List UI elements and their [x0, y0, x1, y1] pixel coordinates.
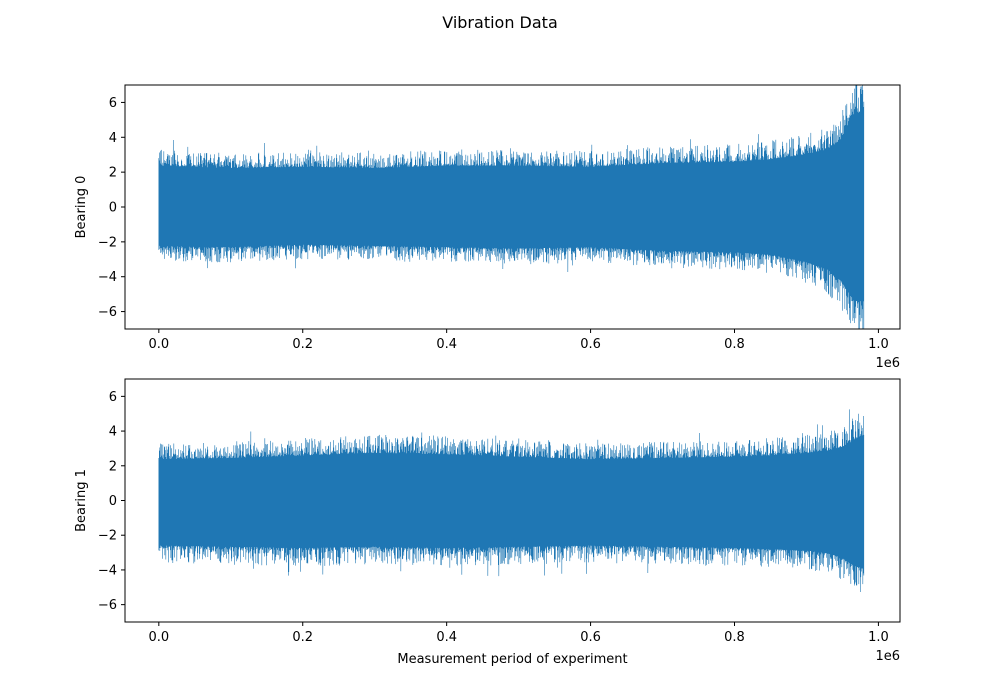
y-tick-label: 4 — [109, 131, 117, 146]
x-tick-label: 0.8 — [724, 337, 745, 352]
y-tick-label: 2 — [109, 459, 117, 474]
x-offset-label: 1e6 — [875, 356, 900, 371]
figure-title: Vibration Data — [442, 13, 558, 32]
x-tick-label: 0.6 — [580, 337, 601, 352]
y-tick-label: 4 — [109, 425, 117, 440]
x-tick-label: 0.2 — [292, 630, 313, 645]
x-tick-label: 0.4 — [436, 337, 457, 352]
y-tick-label: −4 — [98, 270, 117, 285]
y-tick-label: 6 — [109, 390, 117, 405]
x-tick-label: 0.0 — [148, 337, 169, 352]
x-axis-label: Measurement period of experiment — [397, 652, 627, 667]
x-tick-label: 0.6 — [580, 630, 601, 645]
x-offset-label: 1e6 — [875, 649, 900, 664]
y-tick-label: −4 — [98, 563, 117, 578]
x-tick-label: 0.2 — [292, 337, 313, 352]
series-trace — [158, 85, 865, 329]
x-tick-label: 0.8 — [724, 630, 745, 645]
series-trace — [158, 409, 865, 592]
y-tick-label: −2 — [98, 235, 117, 250]
x-tick-label: 0.0 — [148, 630, 169, 645]
y-tick-label: −2 — [98, 529, 117, 544]
y-tick-label: 0 — [109, 201, 117, 216]
x-tick-label: 1.0 — [868, 630, 889, 645]
y-axis-label: Bearing 1 — [74, 469, 89, 532]
x-tick-label: 0.4 — [436, 630, 457, 645]
y-tick-label: −6 — [98, 305, 117, 320]
y-tick-label: 0 — [109, 494, 117, 509]
y-tick-label: 2 — [109, 166, 117, 181]
subplot-1: 0.0 0.2 0.4 0.6 0.8 1.0 1e6 −6 −4 −2 0 2 4 6 Bearing 1… — [74, 378, 901, 667]
y-tick-label: −6 — [98, 598, 117, 613]
y-axis-label: Bearing 0 — [74, 176, 89, 239]
x-tick-label: 1.0 — [868, 337, 889, 352]
subplot-0: 0.0 0.2 0.4 0.6 0.8 1.0 1e6 −6 −4 −2 0 2 4 6 Bearing 0 — [74, 84, 901, 371]
y-tick-label: 6 — [109, 96, 117, 111]
